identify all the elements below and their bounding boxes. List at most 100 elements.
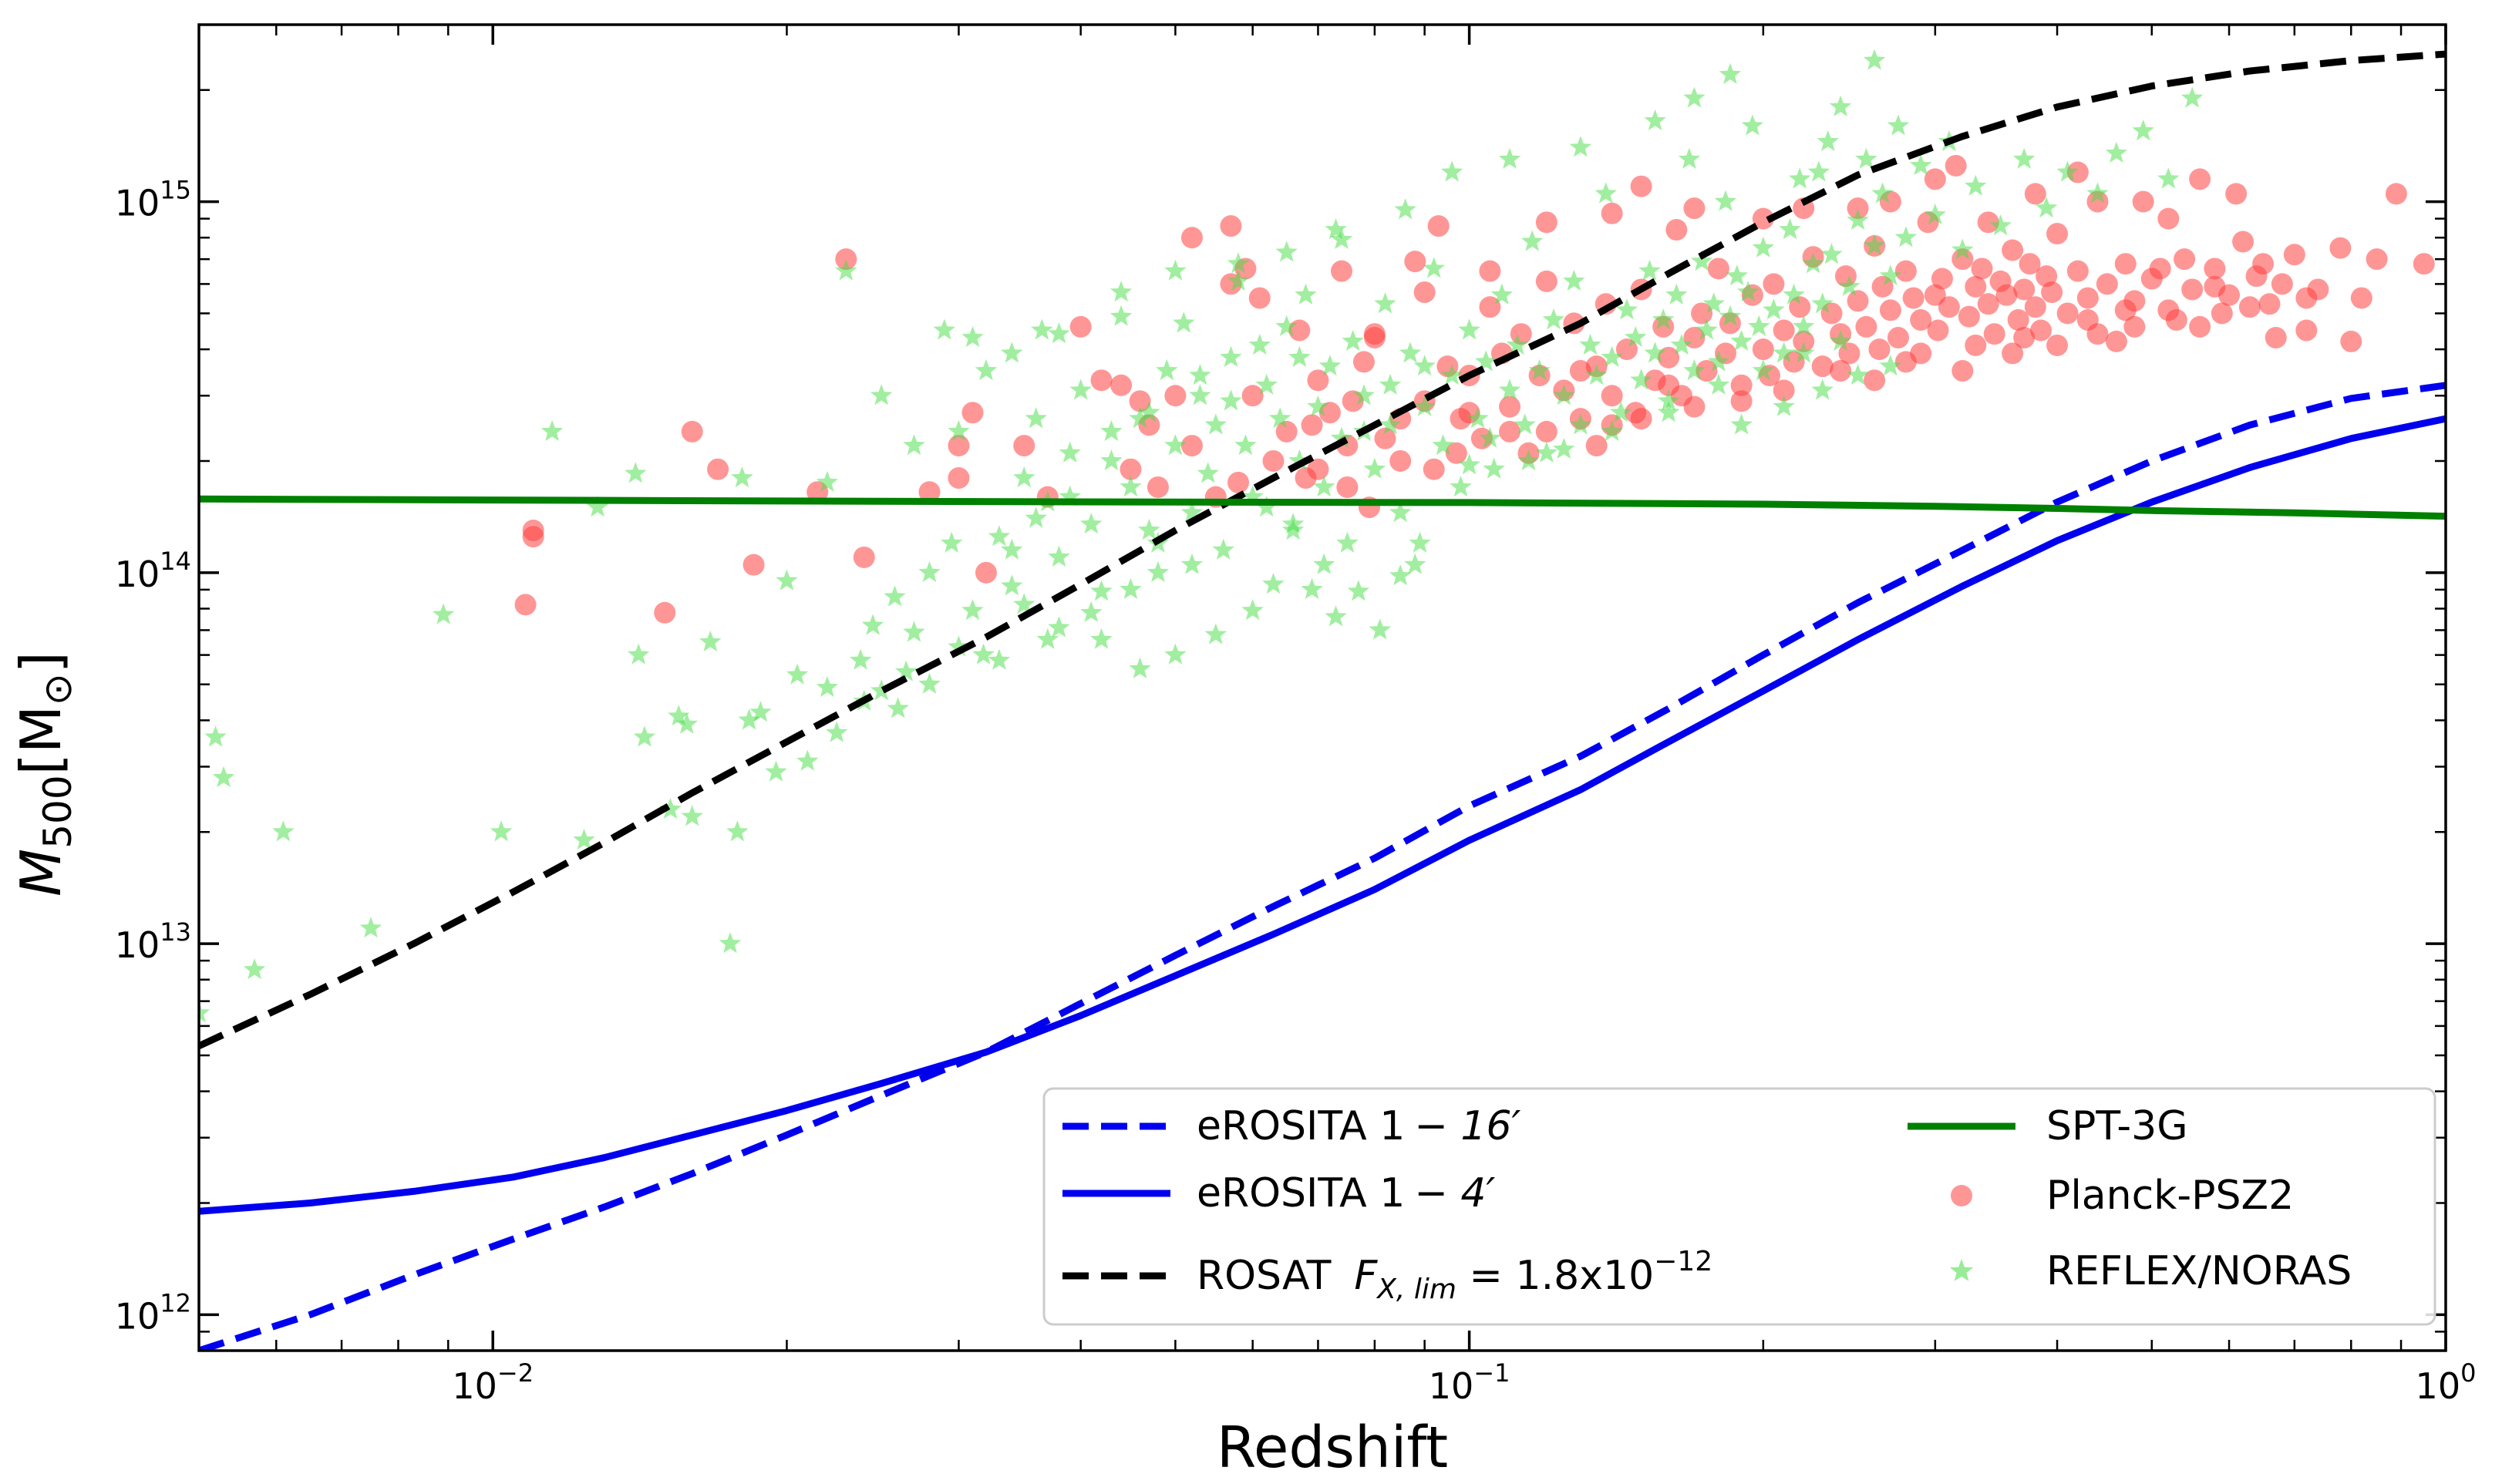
reflex-noras-point (870, 679, 893, 701)
reflex-noras-point (1001, 342, 1023, 363)
planck-psz2-point (1129, 390, 1151, 412)
reflex-noras-point (1802, 252, 1824, 274)
planck-psz2-point (1752, 338, 1774, 361)
planck-psz2-point (2366, 248, 2388, 271)
planck-psz2-point (1241, 385, 1264, 407)
reflex-noras-point (1352, 384, 1376, 405)
reflex-noras-point (1630, 368, 1652, 390)
planck-psz2-point (1868, 338, 1891, 361)
reflex-noras-point (796, 749, 819, 771)
reflex-noras-point (1553, 437, 1575, 459)
planck-psz2-point (1413, 281, 1436, 304)
reflex-noras-point (1227, 252, 1250, 274)
planck-psz2-point (2114, 299, 2137, 321)
planck-psz2-point (1288, 319, 1311, 342)
reflex-noras-point (1059, 441, 1081, 463)
reflex-noras-point (972, 643, 995, 665)
planck-psz2-point (1811, 355, 1834, 378)
planck-psz2-point (1331, 260, 1353, 282)
reflex-noras-point (1241, 599, 1264, 621)
reflex-noras-point (1295, 283, 1317, 305)
planck-psz2-point (835, 248, 857, 271)
reflex-noras-point (1013, 593, 1035, 614)
reflex-noras-point (1479, 426, 1501, 448)
reflex-noras-point (1847, 364, 1869, 385)
planck-psz2-point (1389, 449, 1412, 472)
legend-marker-reflex (1949, 1259, 1974, 1281)
reflex-noras-point (1707, 350, 1730, 372)
y-tick-label: 1012 (115, 1288, 191, 1337)
reflex-noras-point (1288, 345, 1311, 367)
planck-psz2-point (2076, 287, 2099, 309)
reflex-noras-point (1013, 466, 1035, 488)
planck-psz2-point (1931, 268, 1953, 290)
reflex-noras-point (870, 384, 893, 405)
planck-psz2-point (1601, 202, 1623, 224)
reflex-noras-point (1330, 227, 1353, 249)
planck-psz2-point (1983, 323, 2005, 345)
plot-frame (197, 23, 2447, 1352)
y-axis-title: M500[M⊙] (8, 651, 80, 897)
planck-psz2-point (2174, 248, 2196, 271)
reflex-noras-point (1793, 315, 1815, 336)
reflex-noras-point (975, 359, 998, 381)
planck-psz2-point (1902, 287, 1924, 309)
reflex-noras-point (1690, 250, 1713, 271)
reflex-noras-point (1730, 413, 1753, 435)
reflex-noras-point (1281, 519, 1305, 540)
scatter-layer (199, 49, 2435, 1023)
reflex-noras-point (1031, 318, 1053, 340)
reflex-noras-point (1838, 274, 1861, 296)
planck-psz2-point (1601, 385, 1623, 407)
planck-psz2-point (1248, 287, 1271, 309)
planck-psz2-point (2002, 342, 2024, 365)
reflex-noras-point (272, 820, 295, 842)
planck-psz2-point (1696, 360, 1718, 382)
reflex-noras-point (1212, 538, 1234, 560)
reflex-noras-point (1440, 364, 1463, 385)
legend-label-planck: Planck-PSZ2 (2046, 1173, 2294, 1219)
planck-psz2-point (2265, 327, 2287, 349)
planck-psz2-point (2258, 293, 2281, 315)
planck-psz2-point (1951, 360, 1974, 382)
reflex-noras-point (1820, 243, 1843, 264)
planck-psz2-point (2046, 334, 2069, 356)
reflex-noras-point (1615, 298, 1638, 320)
reflex-noras-point (627, 643, 650, 665)
reflex-noras-point (1318, 355, 1342, 376)
planck-psz2-point (1262, 449, 1285, 472)
planck-psz2-point (1427, 215, 1450, 237)
planck-psz2-point (707, 458, 729, 480)
reflex-noras-point (675, 712, 699, 734)
planck-psz2-point (1830, 360, 1852, 382)
reflex-noras-point (933, 318, 956, 340)
y-axis-title-unit: [M (8, 705, 73, 775)
reflex-noras-point (749, 701, 772, 722)
reflex-noras-point (2105, 141, 2128, 163)
planck-psz2-point (2189, 168, 2211, 190)
reflex-noras-point (1752, 359, 1775, 381)
reflex-noras-point (199, 1001, 210, 1023)
reflex-noras-point (816, 470, 839, 492)
planck-psz2-point (2295, 319, 2318, 342)
planck-psz2-point (1147, 476, 1169, 498)
reflex-noras-point (1147, 560, 1170, 582)
reflex-noras-point (243, 958, 266, 980)
reflex-noras-point (1871, 182, 1894, 204)
planck-psz2-point (2132, 190, 2154, 213)
y-tick-label: 1013 (115, 917, 191, 966)
planck-psz2-point (2232, 231, 2254, 253)
planck-psz2-point (1763, 273, 1785, 295)
planck-psz2-point (1847, 290, 1869, 312)
reflex-noras-point (903, 434, 925, 456)
reflex-noras-point (988, 525, 1011, 547)
reflex-noras-point (1189, 384, 1211, 405)
y-axis-title-sub: 500 (35, 775, 80, 848)
reflex-noras-point (1325, 218, 1347, 240)
reflex-noras-point (1951, 238, 1974, 260)
reflex-noras-point (1714, 190, 1737, 211)
planck-psz2-point (1773, 319, 1795, 342)
reflex-noras-point (1855, 147, 1877, 169)
legend-marker-planck (1951, 1185, 1972, 1206)
